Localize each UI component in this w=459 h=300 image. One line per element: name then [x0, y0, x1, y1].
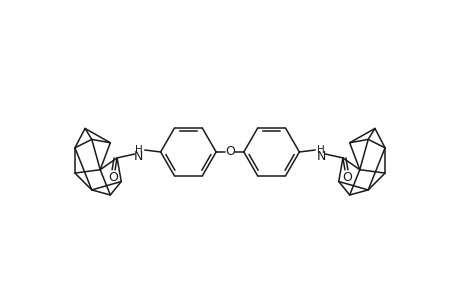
Text: O: O: [224, 146, 235, 158]
Text: O: O: [341, 171, 351, 184]
Text: H: H: [317, 145, 325, 155]
Text: H: H: [134, 145, 142, 155]
Text: N: N: [134, 150, 143, 164]
Text: N: N: [316, 150, 325, 164]
Text: O: O: [108, 171, 118, 184]
